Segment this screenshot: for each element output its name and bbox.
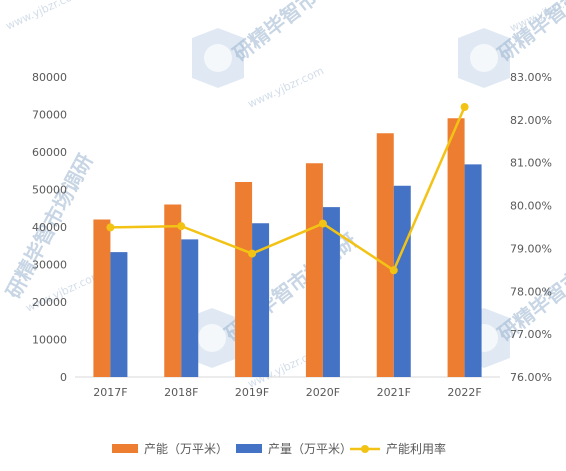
output-bar [464,164,482,377]
right-axis-tick-label: 77.00% [510,328,552,341]
bars [93,118,482,377]
utilization-point [460,103,469,111]
left-axis-tick-label: 60000 [32,146,67,159]
watermark-text: 研精毕智市场调研 [228,0,369,66]
left-axis-tick-label: 30000 [32,259,67,272]
watermark-logo-icon [186,308,238,368]
legend-utilization-label: 产能利用率 [386,441,446,456]
output-bar [181,239,199,377]
watermark-url: www.yjbzr.com [4,0,84,33]
output-bar [252,223,270,377]
right-axis-tick-label: 83.00% [510,71,552,84]
legend-capacity-swatch [112,444,138,453]
left-axis-tick-label: 40000 [32,221,67,234]
left-axis-tick-label: 70000 [32,109,67,122]
axes: 0 10000 20000 30000 40000 50000 60000 70000 8000… [32,71,552,399]
right-axis-tick-label: 80.00% [510,200,552,213]
right-axis-tick-label: 76.00% [510,371,552,384]
output-bar [110,252,128,377]
capacity-bar [164,204,182,377]
left-axis-tick-label: 20000 [32,296,67,309]
output-bar [393,185,411,377]
x-axis-tick-label: 2017F [93,386,127,399]
capacity-bar [305,163,323,377]
utilization-point [248,249,257,258]
left-axis-tick-label: 80000 [32,71,67,84]
legend: 产能（万平米） 产量（万平米） 产能利用率 [112,441,446,456]
x-axis-tick-label: 2022F [447,386,481,399]
watermark-logo-icon [458,28,510,88]
utilization-point [389,266,398,275]
left-axis-tick-label: 50000 [32,184,67,197]
right-axis-tick-label: 82.00% [510,114,552,127]
watermark-logo-icon [192,28,244,88]
output-bar [322,207,340,377]
capacity-bar [93,219,111,377]
x-axis-tick-label: 2018F [164,386,198,399]
left-axis-tick-label: 10000 [32,334,67,347]
x-axis-tick-label: 2019F [235,386,269,399]
capacity-bar [447,118,465,377]
legend-output-label: 产量（万平米） [268,442,352,456]
capacity-bar [376,133,394,377]
utilization-line-path [110,106,466,272]
utilization-point [177,222,186,231]
legend-utilization-marker [361,445,369,453]
utilization-line [106,103,469,275]
right-axis-tick-label: 78.00% [510,285,552,298]
right-axis-tick-label: 79.00% [510,242,552,255]
legend-capacity-label: 产能（万平米） [144,442,228,456]
capacity-bar [235,182,253,377]
utilization-point [106,223,115,232]
legend-output-swatch [236,444,262,453]
utilization-point [318,219,327,228]
watermark-url: www.yjbzr.com [246,64,326,111]
left-axis-tick-label: 0 [60,371,67,384]
x-axis-tick-label: 2020F [306,386,340,399]
x-axis-tick-label: 2021F [377,386,411,399]
right-axis-tick-label: 81.00% [510,157,552,170]
